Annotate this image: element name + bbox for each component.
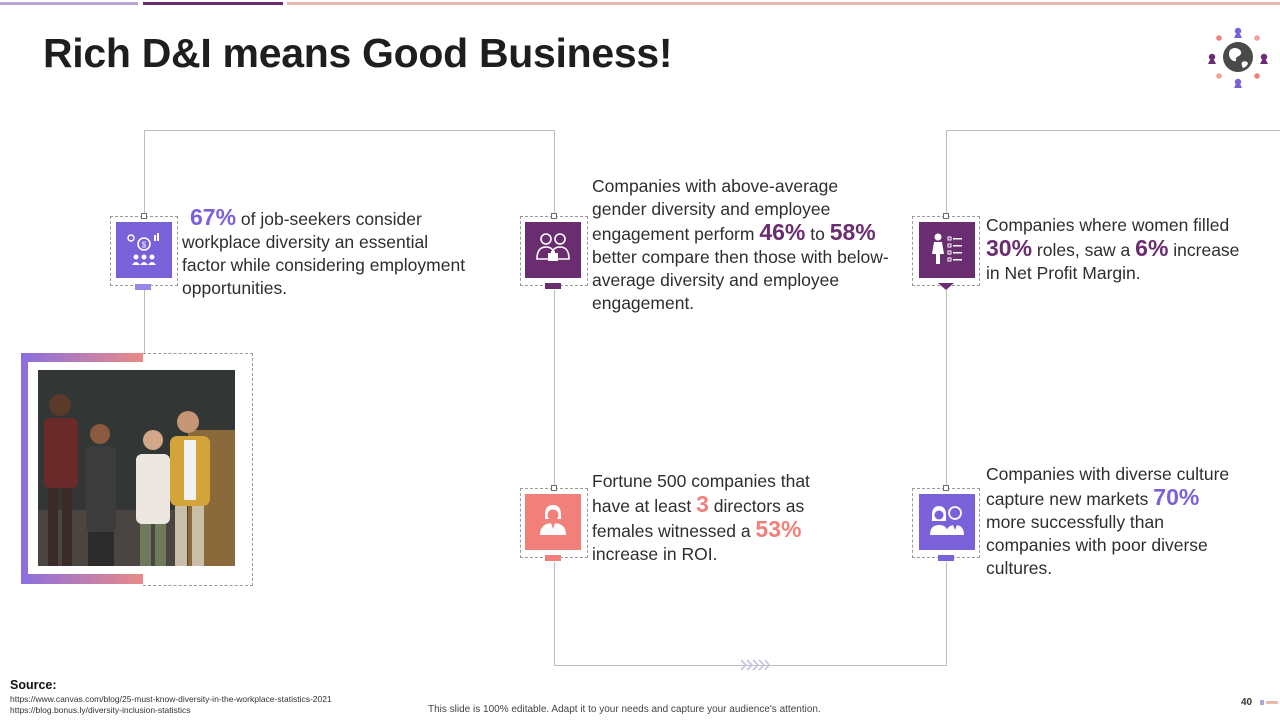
accent-pointer-3 bbox=[938, 283, 954, 290]
connector-top-left bbox=[144, 130, 554, 131]
page-title: Rich D&I means Good Business! bbox=[43, 30, 673, 76]
stat-text-4: Fortune 500 companies that have at least… bbox=[592, 470, 842, 566]
top-accent-bar-3 bbox=[287, 2, 1280, 5]
stat-body-2c: better compare then those with below-ave… bbox=[592, 247, 889, 313]
stat-body-4b: directors as females witnessed a bbox=[592, 496, 805, 541]
connector-top-right bbox=[946, 130, 1280, 131]
icon-box-1: $ bbox=[116, 222, 172, 278]
connector-right-bottom bbox=[946, 562, 947, 665]
icon-box-5 bbox=[919, 494, 975, 550]
stat-body-3c: increase in Net Profit Margin. bbox=[986, 240, 1240, 283]
source-label: Source: bbox=[10, 678, 57, 692]
connector-mid-top bbox=[554, 130, 555, 216]
connector-mid-vertical bbox=[554, 290, 555, 490]
connector-right-vertical bbox=[946, 290, 947, 490]
connector-node-5 bbox=[943, 485, 949, 491]
stat-highlight-6: 6% bbox=[1135, 235, 1169, 261]
accent-bar-4 bbox=[545, 555, 561, 561]
chevron-arrows-icon bbox=[740, 658, 771, 672]
stat-body-3b: roles, saw a bbox=[1032, 240, 1136, 260]
stat-highlight-3: 3 bbox=[696, 491, 709, 517]
page-marker-bar-2 bbox=[1266, 701, 1278, 704]
stat-highlight-46: 46% bbox=[759, 219, 806, 245]
stat-text-1: 67% of job-seekers consider workplace di… bbox=[182, 206, 472, 300]
businesswoman-icon bbox=[534, 501, 572, 544]
stat-highlight-30: 30% bbox=[986, 235, 1033, 261]
connector-left-lower bbox=[144, 290, 145, 354]
connector-node-4 bbox=[551, 485, 557, 491]
icon-box-2 bbox=[525, 222, 581, 278]
accent-bar-1 bbox=[135, 284, 151, 290]
stat-text-2: Companies with above-average gender dive… bbox=[592, 175, 892, 315]
connector-left-down bbox=[144, 130, 145, 216]
stat-highlight-70: 70% bbox=[1153, 484, 1200, 510]
photo-dashed-frame bbox=[143, 353, 253, 586]
stat-body-3a: Companies where women filled bbox=[986, 215, 1230, 235]
stat-body-5b: more successfully than companies with po… bbox=[986, 512, 1208, 578]
connector-node-3 bbox=[943, 213, 949, 219]
page-number: 40 bbox=[1241, 697, 1253, 708]
top-accent-bar-2 bbox=[143, 2, 283, 5]
source-url-2[interactable]: https://blog.bonus.ly/diversity-inclusio… bbox=[10, 705, 191, 715]
accent-bar-2 bbox=[545, 283, 561, 289]
stat-body-4a: Fortune 500 companies that have at least bbox=[592, 471, 810, 516]
stat-highlight-58: 58% bbox=[829, 219, 876, 245]
team-photo bbox=[38, 370, 235, 566]
diverse-people-icon bbox=[928, 501, 966, 544]
stat-body-2a: Companies with above-average gender dive… bbox=[592, 176, 839, 244]
icon-box-4 bbox=[525, 494, 581, 550]
top-accent-bar-1 bbox=[0, 2, 138, 5]
svg-text:$: $ bbox=[142, 240, 147, 249]
connector-right-top bbox=[946, 130, 947, 216]
stat-highlight-67: 67% bbox=[190, 204, 237, 230]
connector-mid-bottom bbox=[554, 562, 555, 665]
stat-highlight-53: 53% bbox=[755, 516, 802, 542]
stat-body-5a: Companies with diverse culture capture n… bbox=[986, 464, 1230, 509]
stat-body-4c: increase in ROI. bbox=[592, 544, 718, 564]
finance-team-icon: $ bbox=[125, 229, 163, 272]
business-people-icon bbox=[534, 229, 572, 272]
source-url-1[interactable]: https://www.canvas.com/blog/25-must-know… bbox=[10, 694, 332, 704]
stat-body-2b: to bbox=[805, 224, 830, 244]
woman-checklist-icon bbox=[928, 229, 966, 272]
stat-body-1: of job-seekers consider workplace divers… bbox=[182, 209, 466, 298]
connector-node-2 bbox=[551, 213, 557, 219]
stat-text-5: Companies with diverse culture capture n… bbox=[986, 463, 1236, 580]
connector-node-1 bbox=[141, 213, 147, 219]
icon-box-3 bbox=[919, 222, 975, 278]
stat-text-3: Companies where women filled 30% roles, … bbox=[986, 214, 1256, 285]
globe-people-logo bbox=[1207, 26, 1269, 88]
footer-note: This slide is 100% editable. Adapt it to… bbox=[428, 704, 821, 715]
page-marker-bar bbox=[1260, 700, 1264, 705]
accent-bar-5 bbox=[938, 555, 954, 561]
